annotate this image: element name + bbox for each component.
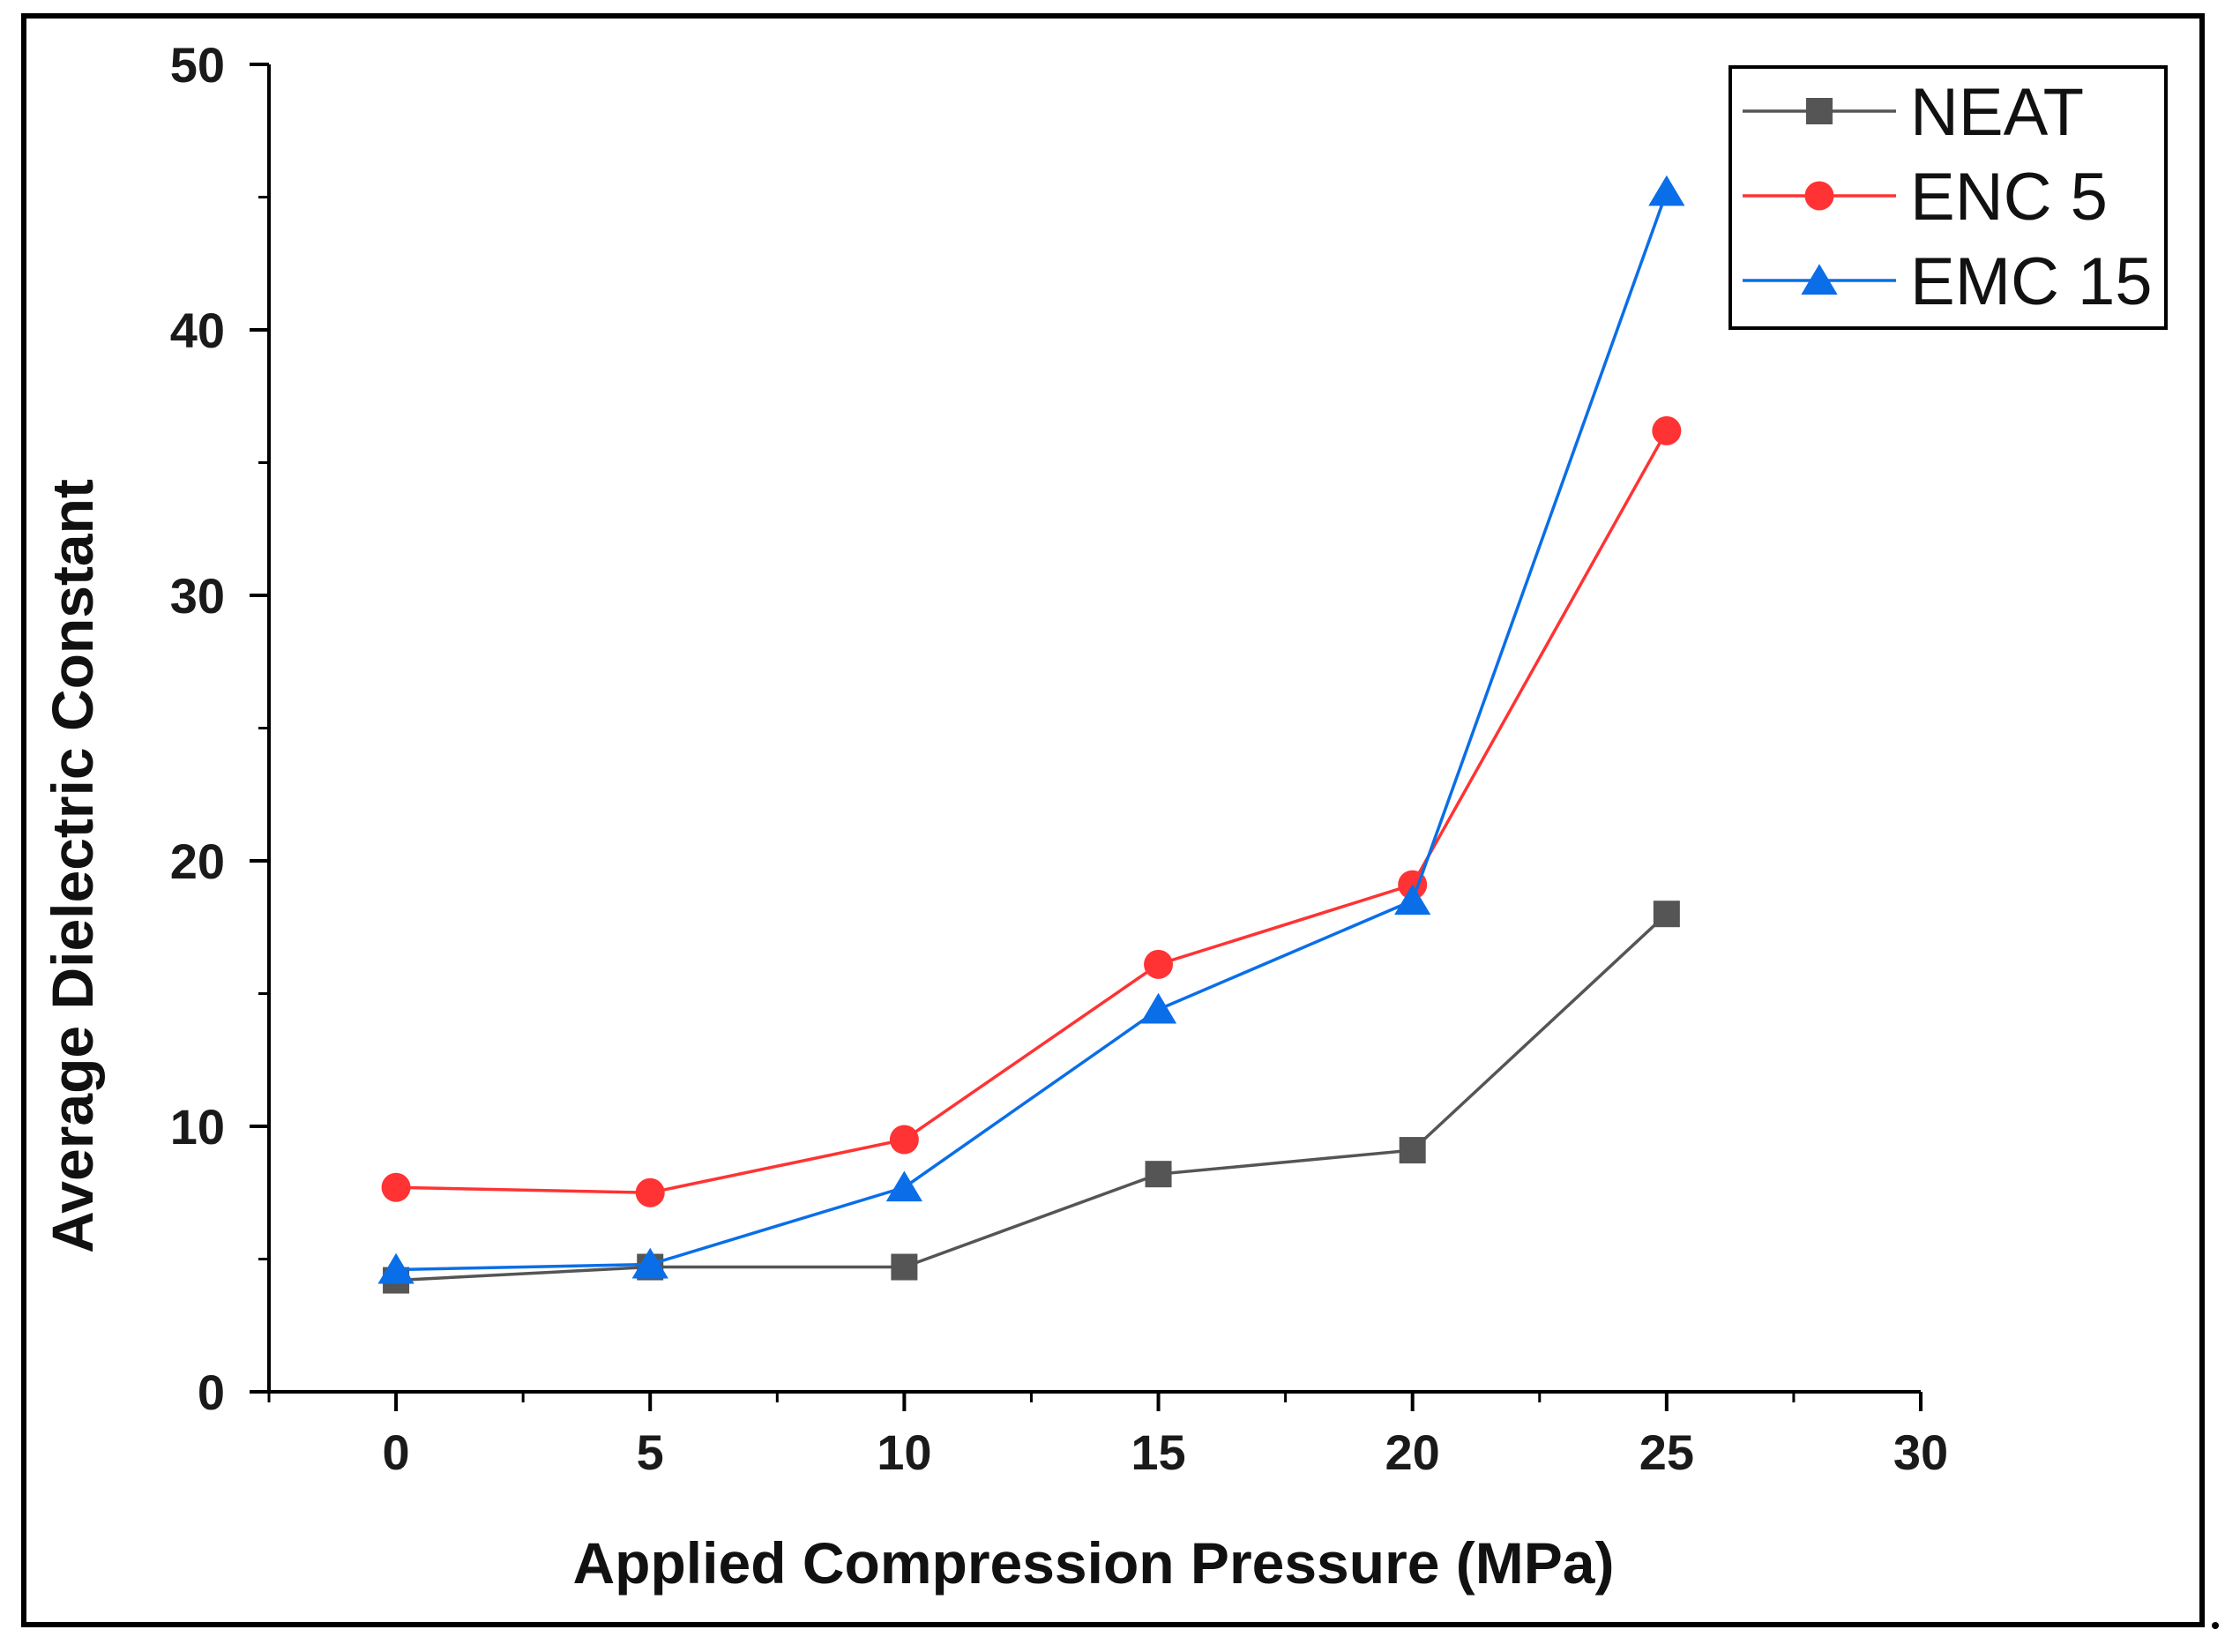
data-point (1652, 415, 1682, 445)
y-axis-title: Average Dielectric Constant (40, 479, 105, 1253)
legend-item: ENC 5 (1743, 160, 2108, 235)
legend-label: EMC 15 (1910, 244, 2153, 319)
series-enc-5 (381, 415, 1682, 1207)
legend-item: NEAT (1743, 75, 2084, 150)
x-tick-label: 5 (637, 1424, 664, 1480)
data-point (1139, 992, 1177, 1024)
data-point (889, 1125, 919, 1155)
x-tick-label: 10 (877, 1424, 931, 1480)
x-tick-label: 25 (1639, 1424, 1694, 1480)
data-point (885, 1170, 923, 1202)
data-point (1144, 949, 1174, 979)
legend-marker (1804, 181, 1834, 211)
axes: 0 5 10 15 20 25 30 0 10 20 30 40 50 (170, 37, 1948, 1480)
data-point (631, 1247, 668, 1279)
x-tick-label: 15 (1131, 1424, 1185, 1480)
series-line (395, 912, 1669, 1282)
y-tick-label: 20 (170, 833, 225, 889)
trailing-dot (2212, 1622, 2219, 1629)
data-point (377, 1252, 414, 1284)
series-emc-15 (377, 175, 1685, 1284)
y-tick-label: 30 (170, 568, 225, 624)
x-tick-label: 20 (1385, 1424, 1440, 1480)
y-tick-label: 40 (170, 303, 225, 358)
x-axis-title: Applied Compression Pressure (MPa) (573, 1530, 1615, 1596)
legend-marker (1801, 264, 1838, 295)
legend-label: ENC 5 (1910, 160, 2108, 235)
data-point (1394, 884, 1431, 916)
y-tick-label: 0 (198, 1364, 225, 1420)
data-point (1653, 901, 1680, 928)
series-line (396, 191, 1669, 1272)
data-point (381, 1172, 411, 1202)
legend: NEAT ENC 5 EMC 15 (1728, 65, 2168, 330)
y-tick-label: 50 (170, 37, 225, 93)
x-tick-label: 0 (382, 1424, 409, 1480)
data-point (635, 1177, 665, 1207)
legend-label: NEAT (1910, 75, 2084, 150)
data-point (1648, 175, 1685, 206)
series-line (396, 430, 1669, 1195)
legend-item: EMC 15 (1743, 244, 2153, 319)
legend-marker (1806, 98, 1833, 124)
x-tick-label: 30 (1893, 1424, 1948, 1480)
data-point (1145, 1161, 1172, 1188)
data-point (891, 1253, 918, 1281)
y-tick-label: 10 (170, 1099, 225, 1155)
data-point (1399, 1137, 1426, 1164)
plot-series (377, 175, 1685, 1294)
